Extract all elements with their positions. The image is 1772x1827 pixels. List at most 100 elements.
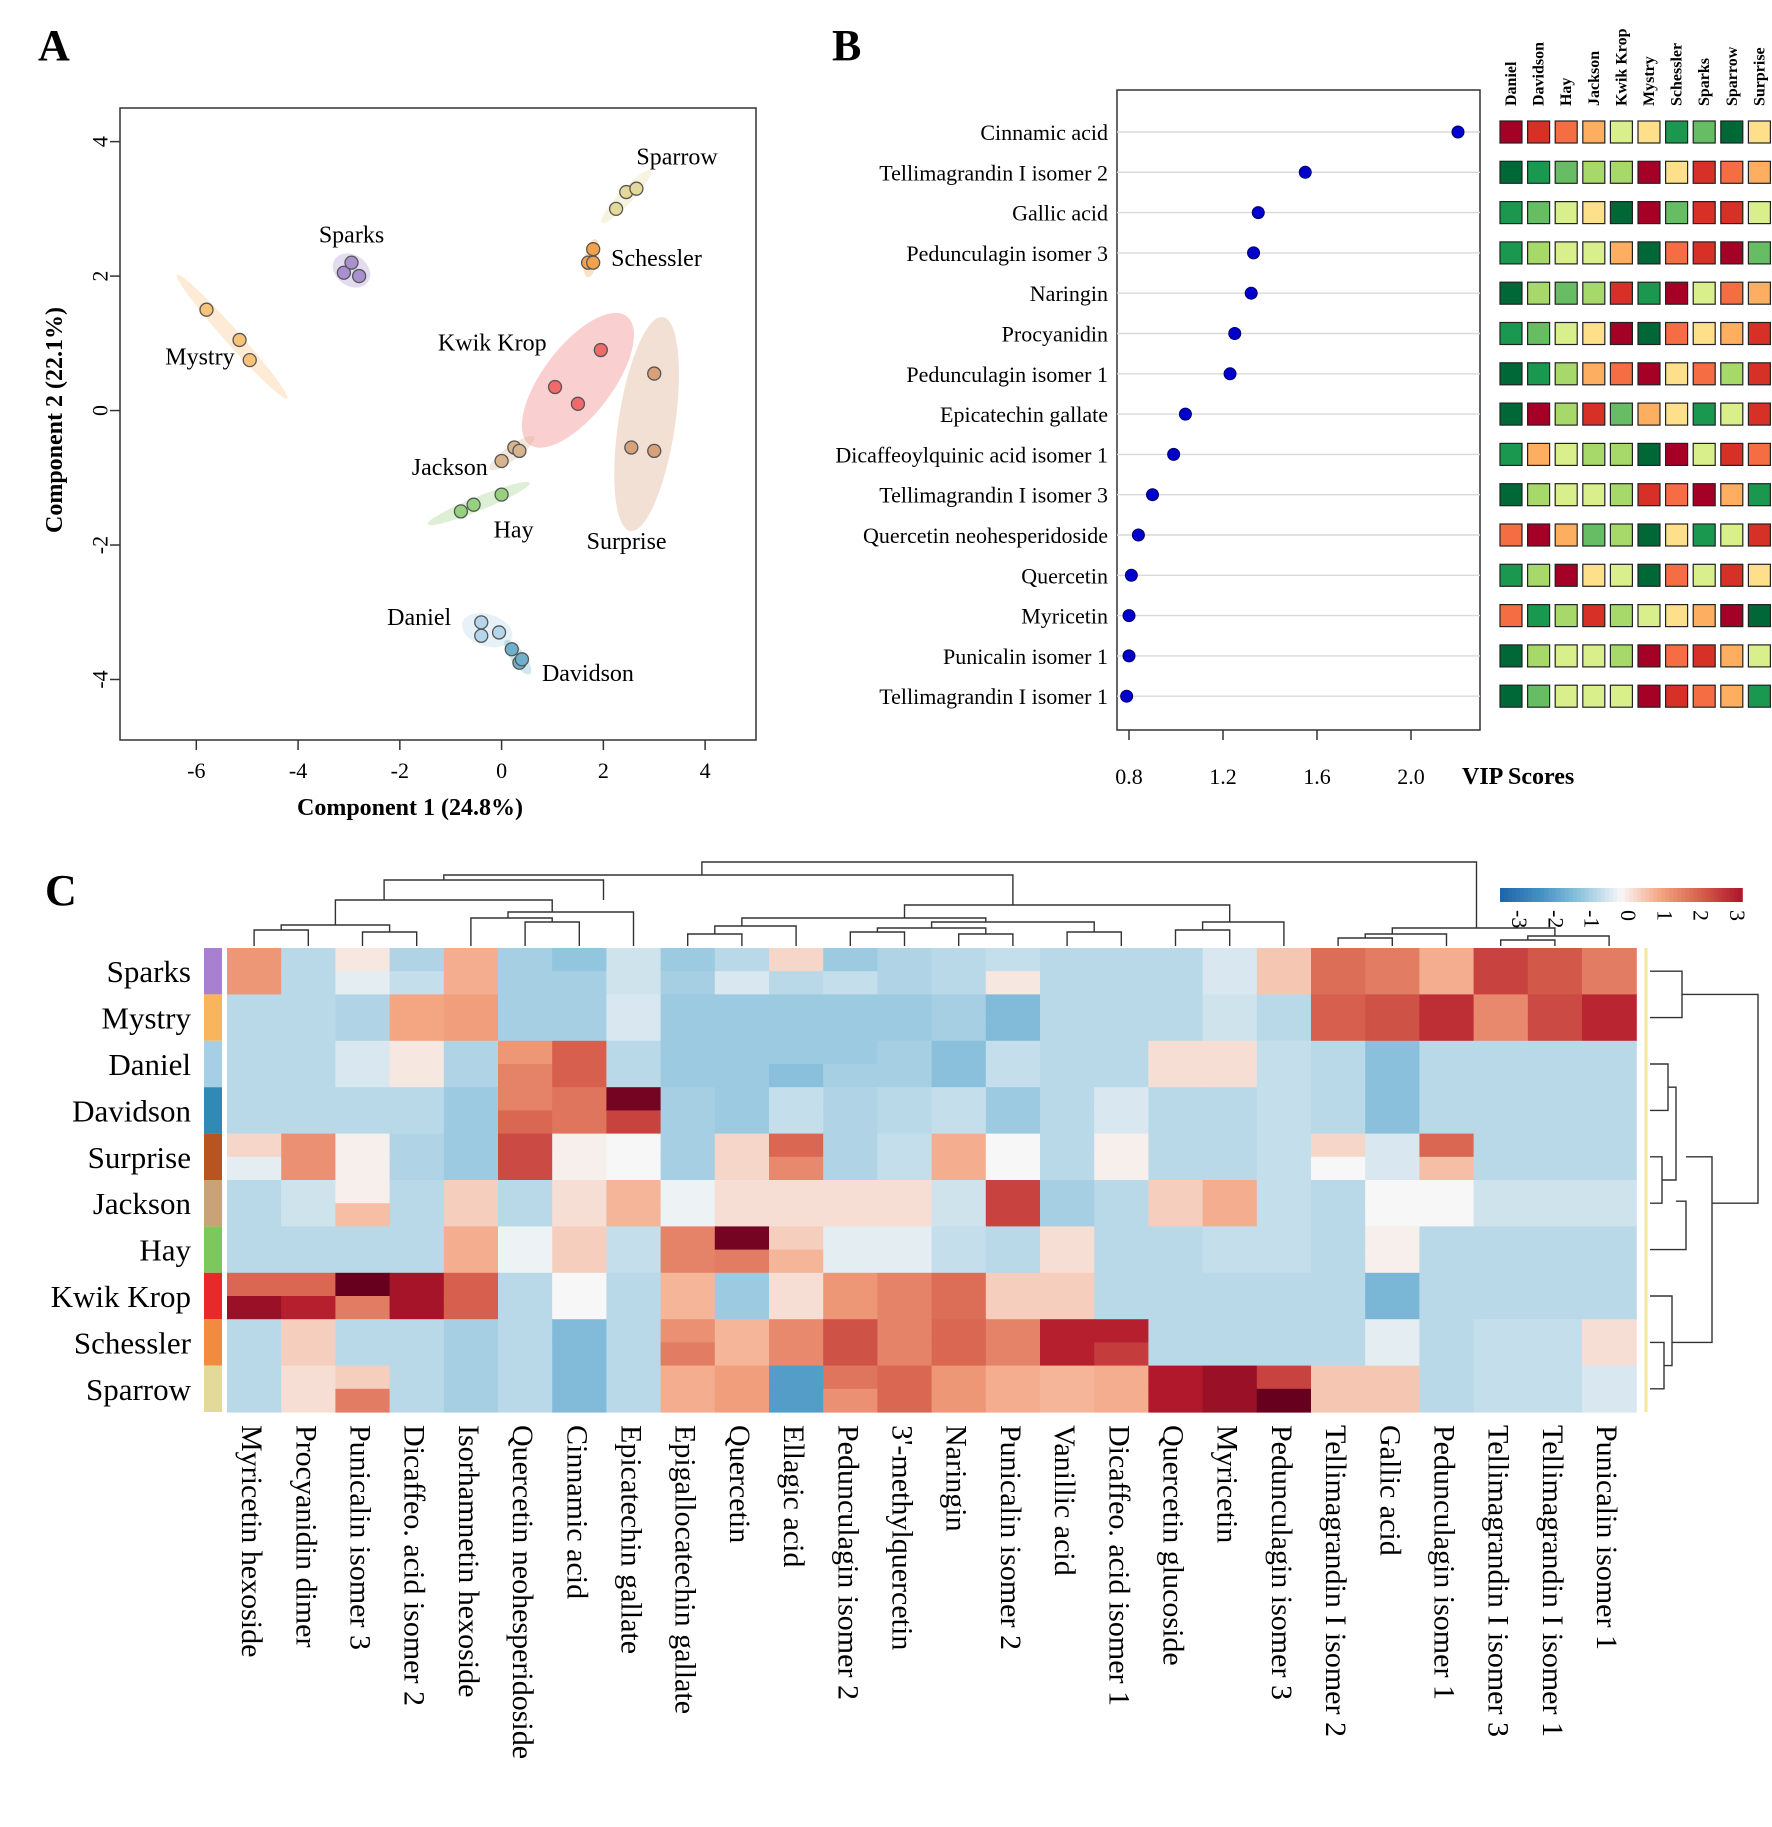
heat-cell [1094,1226,1149,1251]
level-box [1720,321,1744,346]
colorbar-swatch [1500,888,1505,902]
heat-cell [281,1342,336,1367]
heat-cell [1365,1319,1420,1343]
heat-cell [498,1272,553,1297]
dendrogram-branch [443,874,1014,905]
heat-cell [281,1296,336,1320]
colorbar-swatch [1592,888,1598,902]
colorbar-swatch [1516,888,1521,902]
row-label-jackson: Jackson [93,1186,192,1221]
heat-cell [1527,1249,1583,1274]
heat-cell [1419,971,1475,995]
level-box [1747,281,1772,305]
heat-cell [1311,1040,1366,1065]
panel-label-b: B [832,21,861,70]
heat-cell [227,1087,282,1111]
level-box [1637,442,1661,466]
heat-cell [877,1319,933,1343]
sample-header-sparrow: Sparrow [1724,46,1741,106]
heat-cell [931,1203,987,1227]
dendrogram-branch [1174,929,1231,946]
heat-cell [335,1203,391,1227]
dendrogram-branch [741,917,987,926]
heat-cell [606,1388,662,1413]
heat-cell [660,1319,716,1343]
heat-cell [389,1040,445,1065]
heat-cell [1311,1203,1366,1227]
level-box [1582,281,1606,305]
level-box [1747,483,1772,507]
heat-cell [389,1203,445,1227]
column-label-myricetin: Myricetin [1211,1425,1244,1543]
colorbar-swatch [1508,888,1513,902]
heat-cell [1202,1342,1258,1367]
level-box [1582,241,1606,265]
x-tick-label: 1.6 [1303,764,1331,789]
colorbar-swatch [1709,888,1715,902]
point-sparrow [629,181,644,196]
plot-frame-b [1116,89,1481,731]
heat-cell [227,1156,282,1181]
level-box [1747,442,1772,466]
dendrogram-branch [1650,1295,1673,1367]
x-axis-ticks-a: -6 -4 -2 0 2 4 [187,740,711,783]
heat-cell [443,1180,499,1204]
heat-cell [281,1203,336,1227]
heat-cell [389,1017,445,1042]
level-box [1637,523,1661,547]
sample-header-jackson: Jackson [1586,51,1603,106]
heat-cell [606,1180,662,1204]
level-box [1637,402,1661,426]
heat-cell [985,1087,1041,1111]
point-davidson [504,642,519,657]
heat-cell [443,1319,499,1343]
dendrogram-branch [1500,939,1556,946]
heat-cell [1256,1249,1312,1274]
heat-cell [877,1203,933,1227]
level-box [1609,201,1634,225]
dendrogram-branch [849,931,906,946]
heat-cell [1311,1180,1366,1204]
heat-cell [281,1319,336,1343]
heat-cell [1094,1203,1149,1227]
heat-cell [1419,1203,1475,1227]
dendrogram-branch [1650,1156,1663,1204]
heat-cell [714,1017,770,1042]
heat-cell [1419,1388,1475,1413]
column-label-ellagic-acid: Ellagic acid [777,1425,810,1567]
heat-cell [1094,1156,1149,1181]
sample-header-schessler: Schessler [1669,43,1686,106]
heat-cell [1202,1249,1258,1274]
heat-cell [335,1272,391,1297]
heat-cell [1582,1365,1637,1390]
heat-cell [1311,1064,1366,1088]
heat-cell [769,1272,824,1297]
heat-cell [389,971,445,995]
level-box [1692,483,1716,507]
level-box [1526,160,1551,184]
heat-cell [714,1064,770,1088]
heat-cell [1256,1365,1312,1390]
colorbar-swatch [1701,888,1707,902]
heat-cell [769,1203,824,1227]
level-box [1609,644,1634,668]
heat-cell [1040,1064,1095,1088]
heat-cell [227,1203,282,1227]
level-box [1609,563,1634,587]
level-box [1637,684,1661,708]
vip-point-tellimagrandin-i-isomer-2 [1298,165,1312,179]
dendrogram-branch [334,899,553,925]
level-box [1499,442,1523,466]
column-label-epigallocatechin-gallate: Epigallocatechin gallate [669,1425,702,1714]
column-label-quercetin: Quercetin [723,1425,756,1543]
heat-cell [335,1249,391,1274]
heat-cell [1365,1226,1420,1251]
heat-cell [443,1203,499,1227]
heat-cell [552,994,607,1019]
heat-cell [1582,1249,1637,1274]
level-box [1526,281,1551,305]
heat-cell [606,1133,662,1158]
colorbar-swatch [1532,888,1538,902]
colorbar-swatch [1625,888,1630,902]
colorbar: -3 -2 -1 0 1 2 3 [1500,888,1750,928]
